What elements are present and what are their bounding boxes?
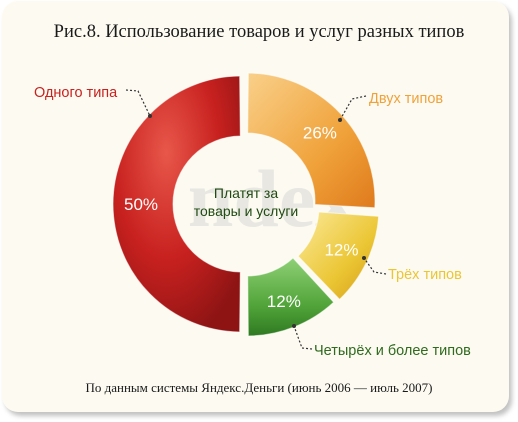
slice-label-four: Четырёх и более типов bbox=[314, 343, 471, 359]
slice-value-four: 12% bbox=[267, 292, 301, 311]
slice-value-two: 26% bbox=[303, 124, 337, 143]
chart-title: Рис.8. Использование товаров и услуг раз… bbox=[53, 22, 465, 42]
slice-label-one: Одного типа bbox=[34, 85, 118, 101]
leader-dot-one bbox=[148, 114, 152, 118]
center-label-line-2: товары и услуги bbox=[194, 203, 299, 219]
source-note: По данным системы Яндекс.Деньги (июнь 20… bbox=[85, 380, 433, 395]
leader-line-three bbox=[363, 257, 387, 275]
slice-value-three: 12% bbox=[324, 241, 358, 260]
slice-four bbox=[247, 257, 335, 337]
center-label-line-1: Платят за bbox=[214, 185, 278, 201]
leader-dot-three bbox=[362, 256, 366, 260]
chart-frame bbox=[2, 1, 509, 412]
leader-dot-four bbox=[292, 324, 296, 328]
leader-line-one bbox=[125, 89, 151, 117]
slice-label-two: Двух типов bbox=[369, 91, 443, 107]
leader-line-two bbox=[339, 95, 367, 121]
slice-value-one: 50% bbox=[124, 195, 158, 214]
slice-label-three: Трёх типов bbox=[388, 267, 462, 283]
slice-one bbox=[112, 75, 241, 333]
slice-two bbox=[247, 72, 376, 209]
slice-three bbox=[297, 211, 380, 301]
leader-dot-two bbox=[338, 118, 342, 122]
leader-line-four bbox=[293, 325, 313, 350]
